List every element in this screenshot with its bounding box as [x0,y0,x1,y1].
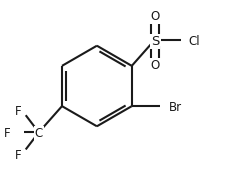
Text: F: F [15,105,22,118]
Text: F: F [4,127,11,140]
Text: C: C [35,127,43,140]
Text: F: F [15,149,22,163]
Text: Cl: Cl [187,35,199,48]
Text: O: O [150,10,159,24]
Text: Br: Br [168,101,181,114]
Text: O: O [150,59,159,72]
Text: S: S [150,35,158,48]
